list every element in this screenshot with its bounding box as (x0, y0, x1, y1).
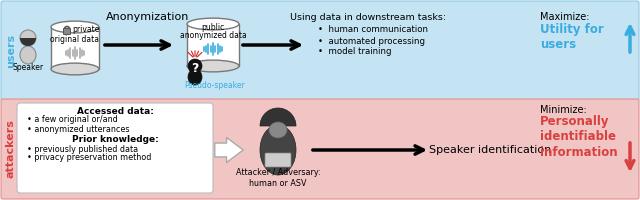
Ellipse shape (187, 18, 239, 30)
Text: anonymized data: anonymized data (180, 30, 246, 40)
Text: ?: ? (191, 62, 198, 74)
Text: Using data in downstream tasks:: Using data in downstream tasks: (290, 12, 446, 21)
Text: •  automated processing: • automated processing (318, 36, 425, 46)
Text: •  human communication: • human communication (318, 25, 428, 34)
Text: attackers: attackers (6, 120, 16, 178)
Ellipse shape (51, 63, 99, 75)
Text: Maximize:: Maximize: (540, 12, 589, 22)
Ellipse shape (188, 69, 202, 85)
Text: Anonymization: Anonymization (106, 12, 189, 22)
Text: • privacy preservation method: • privacy preservation method (27, 154, 152, 162)
Text: Pseudo-speaker: Pseudo-speaker (184, 80, 245, 90)
Wedge shape (20, 38, 36, 46)
Text: Prior knowledge:: Prior knowledge: (72, 136, 158, 144)
Ellipse shape (260, 125, 296, 175)
Text: Attacker / Adversary:
human or ASV: Attacker / Adversary: human or ASV (236, 168, 320, 188)
Text: Personally
identifiable
information: Personally identifiable information (540, 116, 618, 158)
Text: Accessed data:: Accessed data: (77, 108, 154, 116)
Text: original data: original data (51, 36, 99, 45)
FancyBboxPatch shape (17, 103, 213, 193)
Ellipse shape (51, 21, 99, 33)
Text: Minimize:: Minimize: (540, 105, 587, 115)
Text: users: users (6, 34, 16, 68)
FancyBboxPatch shape (1, 1, 639, 101)
Polygon shape (51, 27, 99, 69)
Text: Speaker: Speaker (12, 62, 44, 72)
Ellipse shape (20, 46, 36, 64)
Circle shape (20, 30, 36, 46)
Text: Speaker identification: Speaker identification (429, 145, 551, 155)
FancyArrowPatch shape (215, 138, 243, 162)
Text: • a few original or/and: • a few original or/and (27, 116, 118, 124)
FancyBboxPatch shape (63, 28, 70, 34)
Text: private: private (72, 25, 99, 34)
Ellipse shape (187, 60, 239, 72)
Text: • previously published data: • previously published data (27, 144, 138, 154)
Text: •  model training: • model training (318, 47, 392, 56)
Text: public: public (202, 22, 225, 31)
Polygon shape (187, 24, 239, 66)
Ellipse shape (269, 122, 287, 138)
Text: • anonymized utterances: • anonymized utterances (27, 124, 129, 134)
Text: Utility for
users: Utility for users (540, 23, 604, 51)
FancyBboxPatch shape (265, 153, 291, 167)
FancyBboxPatch shape (1, 99, 639, 199)
Circle shape (188, 59, 202, 73)
Wedge shape (260, 108, 296, 126)
